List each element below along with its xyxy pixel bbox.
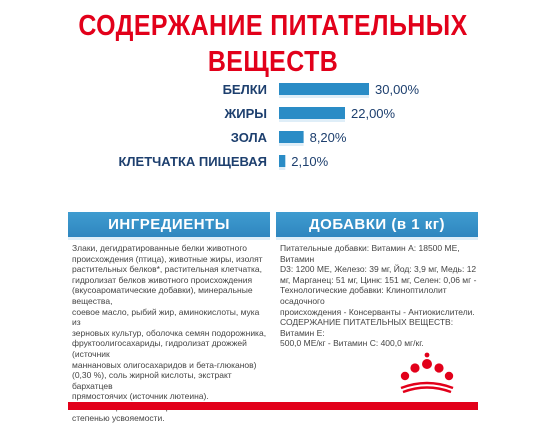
bar — [279, 155, 286, 167]
category-label: БЕЛКИ — [223, 82, 267, 97]
category-label: ЖИРЫ — [224, 106, 268, 121]
nutrient-bar-chart: БЕЛКИ 30,00% ЖИРЫ 22,00% ЗОЛА 8,20% КЛЕТЧАТКА … — [119, 82, 420, 170]
bar — [279, 107, 345, 119]
ingredients-header-band — [68, 237, 270, 240]
bottom-red-strip — [68, 402, 478, 410]
additives-header-band — [276, 237, 478, 240]
additives-text: Питательные добавки: Витамин А: 18500 МЕ… — [280, 243, 477, 349]
value-label: 8,20% — [310, 130, 347, 145]
ingredients-text: Злаки, дегидратированные белки животного… — [72, 243, 267, 423]
value-label: 30,00% — [375, 82, 420, 97]
category-label: КЛЕТЧАТКА ПИЩЕВАЯ — [119, 154, 268, 169]
value-label: 2,10% — [291, 154, 328, 169]
value-label: 22,00% — [351, 106, 396, 121]
bar — [279, 83, 369, 95]
page-title-line1: СОДЕРЖАНИЕ ПИТАТЕЛЬНЫХ — [78, 10, 468, 42]
royal-canin-crown-icon — [400, 352, 454, 394]
ingredients-header: ИНГРЕДИЕНТЫ — [68, 212, 270, 237]
additives-header: ДОБАВКИ (в 1 кг) — [276, 212, 478, 237]
bar — [279, 131, 304, 143]
category-label: ЗОЛА — [231, 130, 268, 145]
page-title-line2: ВЕЩЕСТВ — [207, 46, 339, 78]
page-title: СОДЕРЖАНИЕ ПИТАТЕЛЬНЫХ ВЕЩЕСТВ — [38, 8, 508, 80]
